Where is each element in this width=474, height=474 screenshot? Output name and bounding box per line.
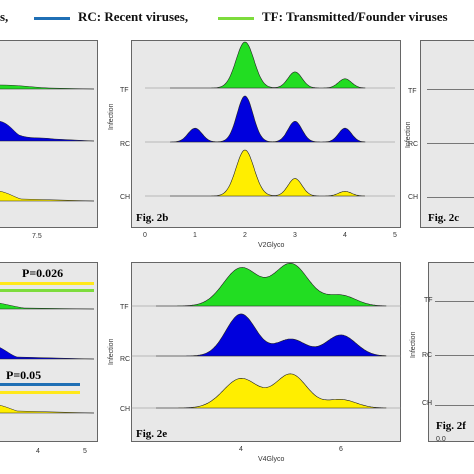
fig2b-xlabel: V2Glyco (258, 242, 285, 249)
legend-rc-label: RC: Recent viruses, (78, 9, 189, 24)
panel-left-top (0, 40, 98, 228)
ridge-ch (170, 149, 366, 197)
left-bottom-tick-4: 4 (36, 448, 40, 455)
left-bottom-ridges (0, 302, 95, 414)
x-tick-label: 6 (339, 446, 343, 453)
left-bottom-tf-ridge (0, 302, 95, 310)
left-top-ch-ridge (0, 190, 95, 202)
bar-rc-2 (0, 383, 80, 386)
left-bottom-rc-ridge (0, 347, 95, 360)
bar-ch-1 (0, 282, 94, 285)
legend-fragment: s, (0, 9, 9, 24)
panel-fig2c (420, 40, 474, 228)
fig2b-group-tf: TF (120, 87, 129, 94)
fig2e-ylabel: Infection (108, 338, 115, 365)
fig2f-baseline-ch (435, 405, 474, 406)
fig2c-label: Fig. 2c (428, 212, 460, 224)
ridge-rc (156, 313, 387, 357)
left-top-ridges (0, 84, 95, 202)
p-value-1: P=0.026 (22, 266, 64, 280)
ridge-rc (170, 95, 366, 143)
p-value-2: P=0.05 (6, 368, 42, 382)
fig2f-baseline-rc (435, 355, 474, 356)
fig2c-group-tf: TF (408, 88, 417, 95)
legend-rc-line (34, 17, 70, 20)
fig2c-baseline-tf (427, 89, 474, 90)
fig2e-label: Fig. 2e (136, 428, 168, 440)
fig2b-ylabel: Infection (108, 103, 115, 130)
left-top-rc-ridge (0, 121, 95, 142)
ridge-tf (170, 41, 366, 89)
bar-ch-2 (0, 391, 80, 394)
left-top-tick: 7.5 (32, 233, 42, 240)
fig2e-ridges (131, 263, 401, 409)
bar-tf-1 (0, 289, 94, 292)
x-tick-label: 5 (393, 232, 397, 239)
fig2b-ridges (145, 41, 395, 197)
panel-left-bottom (0, 262, 98, 442)
fig2c-baseline-ch (427, 197, 474, 198)
x-tick-label: 3 (293, 232, 297, 239)
left-top-tf-ridge (0, 84, 95, 90)
fig2e-group-ch: CH (120, 406, 131, 413)
fig2f-group-tf: TF (424, 297, 433, 304)
ridge-ch (156, 373, 387, 409)
fig2f-label: Fig. 2f (436, 420, 466, 432)
fig2b-label: Fig. 2b (136, 212, 169, 224)
left-bottom-ch-ridge (0, 405, 95, 414)
fig2f-group-ch: CH (422, 400, 433, 407)
panel-fig2b (131, 40, 401, 228)
fig2f-tick: 0.0 (436, 436, 446, 443)
x-tick-label: 4 (239, 446, 243, 453)
legend-tf-label: TF: Transmitted/Founder viruses (262, 9, 448, 24)
fig2f-baseline-tf (435, 301, 474, 302)
fig2f-ylabel: Infection (410, 331, 417, 358)
x-tick-label: 2 (243, 232, 247, 239)
x-tick-label: 4 (343, 232, 347, 239)
x-tick-label: 0 (143, 232, 147, 239)
fig2f-group-rc: RC (422, 352, 433, 359)
fig2e-group-tf: TF (120, 304, 129, 311)
legend-tf-line (218, 17, 254, 20)
fig2c-group-ch: CH (408, 194, 419, 201)
left-bottom-tick-5: 5 (83, 448, 87, 455)
fig2e-group-rc: RC (120, 356, 131, 363)
panel-fig2f (428, 262, 474, 442)
fig2e-xlabel: V4Glyco (258, 456, 285, 463)
fig2c-ylabel: Infection (405, 121, 412, 148)
fig2b-group-ch: CH (120, 194, 131, 201)
ridge-tf (156, 263, 387, 307)
fig2c-baseline-rc (427, 143, 474, 144)
x-tick-label: 1 (193, 232, 197, 239)
fig2c-group-rc: RC (408, 141, 419, 148)
legend: s, RC: Recent viruses, TF: Transmitted/F… (0, 0, 474, 34)
fig2b-group-rc: RC (120, 141, 131, 148)
